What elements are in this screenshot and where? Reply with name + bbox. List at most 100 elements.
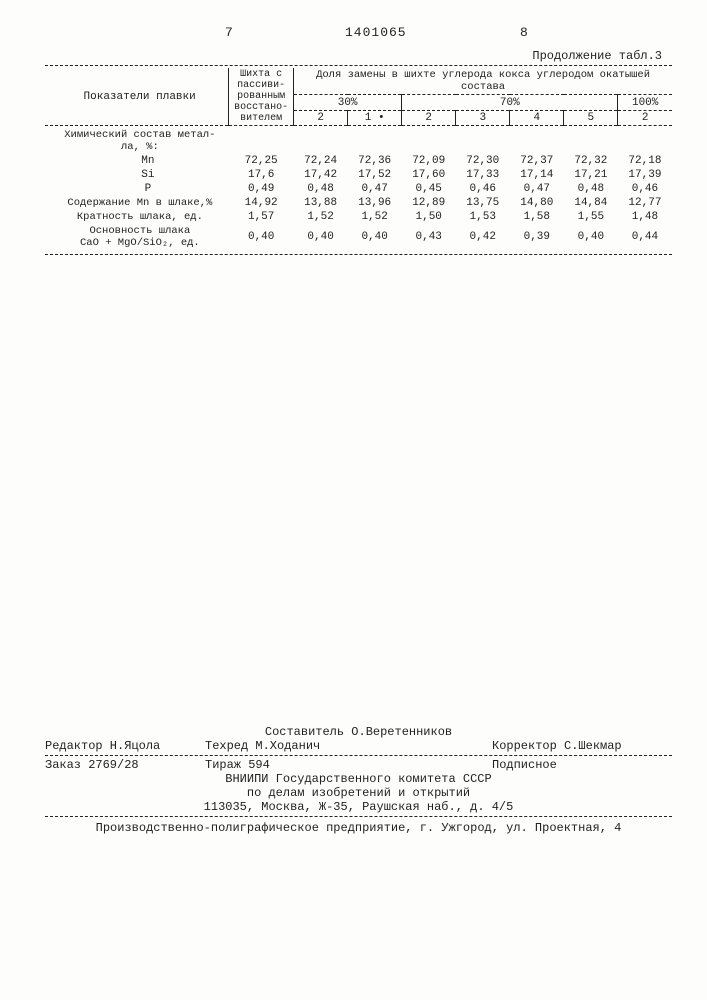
org-line-2: по делам изобретений и открытий xyxy=(45,786,672,800)
cell xyxy=(402,128,456,154)
row-label: Mn xyxy=(45,154,229,168)
cell: 0,45 xyxy=(402,182,456,196)
cell: 1,53 xyxy=(456,210,510,224)
cell: 72,37 xyxy=(510,154,564,168)
th-group-top: Доля замены в шихте углерода кокса углер… xyxy=(294,68,672,95)
cell: 0,40 xyxy=(229,224,294,250)
cell: 72,32 xyxy=(564,154,618,168)
page: 7 1401065 8 Продолжение табл.3 Показател… xyxy=(0,0,707,1000)
tirage: Тираж 594 xyxy=(195,758,492,772)
row-label: Химический состав метал- ла, %: xyxy=(45,128,229,154)
th-sub-6: 2 xyxy=(618,110,672,125)
cell: 14,92 xyxy=(229,196,294,210)
credits-rule-1 xyxy=(45,755,672,756)
th-100: 100% xyxy=(618,95,672,110)
cell: 72,18 xyxy=(618,154,672,168)
th-30: 30% xyxy=(294,95,402,110)
printer-line: Производственно-полиграфическое предприя… xyxy=(45,821,672,835)
cell: 72,24 xyxy=(294,154,348,168)
cell: 0,43 xyxy=(402,224,456,250)
cell: 72,36 xyxy=(348,154,402,168)
cell: 0,46 xyxy=(456,182,510,196)
cell: 1,50 xyxy=(402,210,456,224)
th-sub-2: 2 xyxy=(402,110,456,125)
cell xyxy=(564,128,618,154)
cell: 17,14 xyxy=(510,168,564,182)
cell: 17,60 xyxy=(402,168,456,182)
cell xyxy=(618,128,672,154)
cell: 72,30 xyxy=(456,154,510,168)
cell: 0,49 xyxy=(229,182,294,196)
table-row: Mn72,2572,2472,3672,0972,3072,3772,3272,… xyxy=(45,154,672,168)
addr-line: 113035, Москва, Ж-35, Раушская наб., д. … xyxy=(45,800,672,814)
cell: 17,42 xyxy=(294,168,348,182)
table-row: Содержание Mn в шлаке,%14,9213,8813,9612… xyxy=(45,196,672,210)
cell xyxy=(229,128,294,154)
cell: 17,52 xyxy=(348,168,402,182)
subscr: Подписное xyxy=(492,758,672,772)
page-number-right: 8 xyxy=(520,25,528,40)
cell xyxy=(510,128,564,154)
table-head: Показатели плавки Шихта с пассиви-рованн… xyxy=(45,68,672,126)
cell: 1,52 xyxy=(348,210,402,224)
th-70: 70% xyxy=(402,95,618,110)
cell: 1,58 xyxy=(510,210,564,224)
continuation-label: Продолжение табл.3 xyxy=(45,49,672,63)
credits-block: Составитель О.Веретенников Редактор Н.Яц… xyxy=(45,725,672,835)
th-sub-5: 5 xyxy=(564,110,618,125)
cell: 0,40 xyxy=(564,224,618,250)
table-body: Химический состав метал- ла, %:Mn72,2572… xyxy=(45,126,672,251)
techred: Техред М.Ходанич xyxy=(195,739,492,753)
th-sub-4: 4 xyxy=(510,110,564,125)
cell xyxy=(294,128,348,154)
cell: 0,48 xyxy=(294,182,348,196)
cell: 0,48 xyxy=(564,182,618,196)
cell: 1,48 xyxy=(618,210,672,224)
row-label: P xyxy=(45,182,229,196)
row-label: Кратность шлака, ед. xyxy=(45,210,229,224)
cell: 12,89 xyxy=(402,196,456,210)
cell: 0,42 xyxy=(456,224,510,250)
table-row: Si17,617,4217,5217,6017,3317,1417,2117,3… xyxy=(45,168,672,182)
cell: 0,47 xyxy=(510,182,564,196)
cell: 1,57 xyxy=(229,210,294,224)
header-row: 7 1401065 8 xyxy=(45,25,672,43)
cell: 0,40 xyxy=(294,224,348,250)
table-row: Основность шлака CaO + MgO/SiO₂, ед.0,40… xyxy=(45,224,672,250)
cell: 72,09 xyxy=(402,154,456,168)
cell: 17,39 xyxy=(618,168,672,182)
row-label: Содержание Mn в шлаке,% xyxy=(45,196,229,210)
cell: 0,47 xyxy=(348,182,402,196)
compiler-line: Составитель О.Веретенников xyxy=(45,725,672,739)
cell: 14,84 xyxy=(564,196,618,210)
row-label: Si xyxy=(45,168,229,182)
row-label: Основность шлака CaO + MgO/SiO₂, ед. xyxy=(45,224,229,250)
cell: 17,6 xyxy=(229,168,294,182)
th-base: Шихта с пассиви-рованным восстано-вителе… xyxy=(229,68,294,126)
table-row: Химический состав метал- ла, %: xyxy=(45,128,672,154)
th-sub-3: 3 xyxy=(456,110,510,125)
patent-id: 1401065 xyxy=(345,25,407,40)
th-indicator: Показатели плавки xyxy=(45,68,229,126)
org-line-1: ВНИИПИ Государственного комитета СССР xyxy=(45,772,672,786)
th-sub-0: 2 xyxy=(294,110,348,125)
cell: 17,33 xyxy=(456,168,510,182)
page-number-left: 7 xyxy=(225,25,233,40)
cell: 0,44 xyxy=(618,224,672,250)
cell: 13,88 xyxy=(294,196,348,210)
editor: Редактор Н.Яцола xyxy=(45,739,195,753)
table-top-rule xyxy=(45,65,672,66)
cell: 13,75 xyxy=(456,196,510,210)
cell: 12,77 xyxy=(618,196,672,210)
corrector: Корректор С.Шекмар xyxy=(492,739,672,753)
cell xyxy=(348,128,402,154)
cell: 72,25 xyxy=(229,154,294,168)
table-bottom-rule xyxy=(45,254,672,255)
table-row: P0,490,480,470,450,460,470,480,46 xyxy=(45,182,672,196)
cell: 0,46 xyxy=(618,182,672,196)
cell: 1,55 xyxy=(564,210,618,224)
cell: 0,40 xyxy=(348,224,402,250)
credits-rule-2 xyxy=(45,816,672,817)
cell: 17,21 xyxy=(564,168,618,182)
cell: 1,52 xyxy=(294,210,348,224)
